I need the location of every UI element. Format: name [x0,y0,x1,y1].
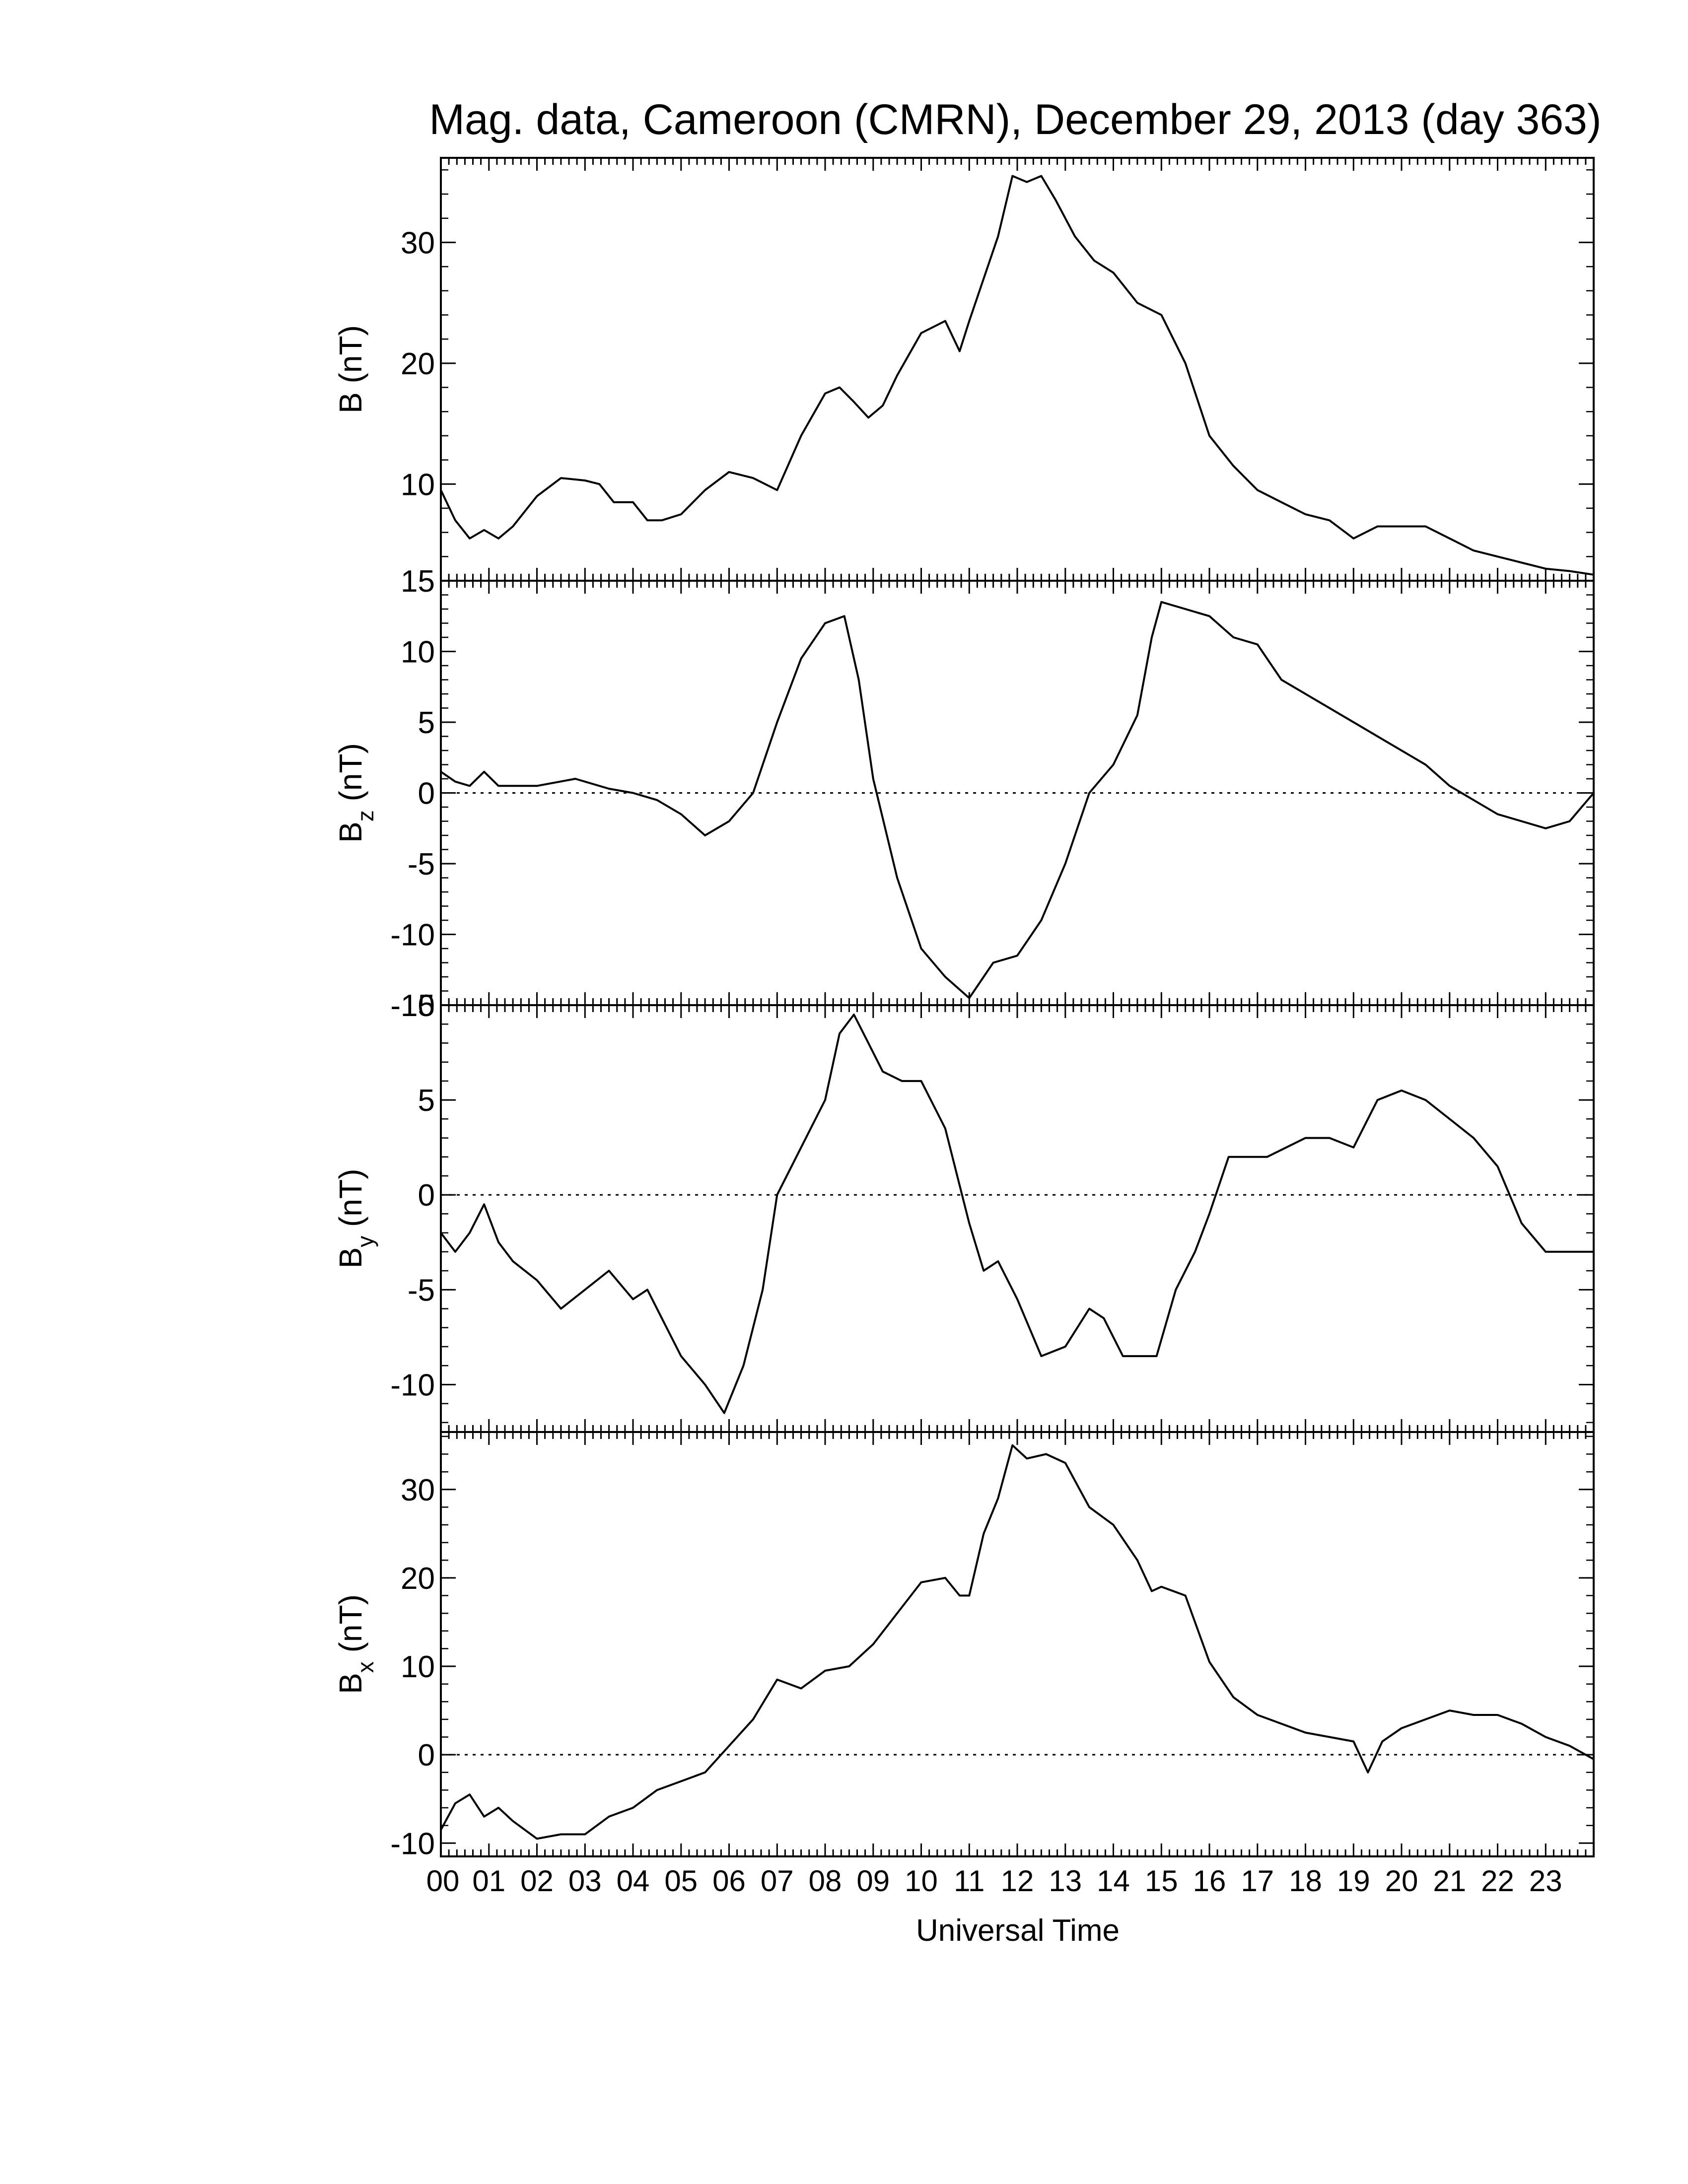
y-tick-label: -10 [390,918,435,953]
x-tick-label: 08 [809,1864,842,1898]
y-tick-label: 20 [401,347,435,381]
y-axis-label: Bx (nT) [333,1594,378,1694]
y-tick-label: 30 [401,226,435,260]
x-tick-label: 02 [520,1864,554,1898]
y-tick-label: 0 [418,1738,435,1773]
panel-3: -10 -5 0 5 10 By (nT) [333,989,1595,1433]
x-tick-label: 19 [1337,1864,1370,1898]
y-tick-label: 5 [418,706,435,740]
figure-title: Mag. data, Cameroon (CMRN), December 29,… [429,96,1601,143]
y-tick-label: -10 [390,1368,435,1402]
y-minor-ticks [441,1004,1594,1424]
x-tick-label: 01 [472,1864,505,1898]
x-tick-label: 16 [1193,1864,1226,1898]
y-tick-label: 15 [401,564,435,599]
y-tick-label: -5 [408,847,435,882]
panel-2: -15 -10 -5 0 5 10 15 Bz (nT) [333,564,1595,1023]
x-tick-label: 14 [1097,1864,1130,1898]
x-tick-label: 20 [1385,1864,1418,1898]
x-tick-label: 17 [1241,1864,1274,1898]
series-line [440,1444,1594,1840]
y-axis-label: By (nT) [333,1169,378,1269]
x-tick-label: 00 [426,1864,460,1898]
series-line [440,601,1595,999]
y-minor-ticks [441,1435,1594,1844]
y-tick-label: -15 [390,989,435,1023]
y-tick-label: 20 [401,1562,435,1596]
y-tick-label: -10 [390,1827,435,1861]
x-tick-label: 12 [1001,1864,1034,1898]
x-tick-label: 15 [1145,1864,1178,1898]
x-tick-label: 13 [1049,1864,1082,1898]
x-axis-label: Universal Time [916,1913,1120,1948]
y-tick-label: 5 [418,1084,435,1118]
y-axis-label: B (nT) [333,325,368,413]
y-tick-label: 0 [418,777,435,811]
y-tick-label: 10 [401,989,435,1023]
y-tick-label: 10 [401,468,435,502]
x-tick-label: 09 [856,1864,890,1898]
x-tick-label: 07 [761,1864,794,1898]
y-tick-label: 30 [401,1473,435,1507]
series-line [440,1014,1594,1414]
panel-4: -10 0 10 20 30 Bx (nT) 00 01 02 03 04 05 06 07 08 09 10 1… [333,1431,1595,1898]
x-tick-label: 11 [954,1864,985,1898]
x-tick-label: 03 [568,1864,602,1898]
y-tick-label: 10 [401,635,435,670]
x-tick-label: 04 [617,1864,650,1898]
x-tick-label: 06 [712,1864,746,1898]
x-tick-label: 10 [905,1864,938,1898]
y-axis-label: Bz (nT) [333,743,378,843]
x-tick-label: 23 [1529,1864,1562,1898]
x-tick-label: 05 [664,1864,698,1898]
y-tick-label: 0 [418,1178,435,1213]
series-line [440,175,1594,576]
x-tick-label: 22 [1481,1864,1514,1898]
plot-frame [440,1431,1595,1857]
y-tick-label: 10 [401,1650,435,1684]
x-tick-label: 18 [1289,1864,1322,1898]
x-tick-label: 21 [1433,1864,1466,1898]
y-tick-label: -5 [408,1273,435,1307]
